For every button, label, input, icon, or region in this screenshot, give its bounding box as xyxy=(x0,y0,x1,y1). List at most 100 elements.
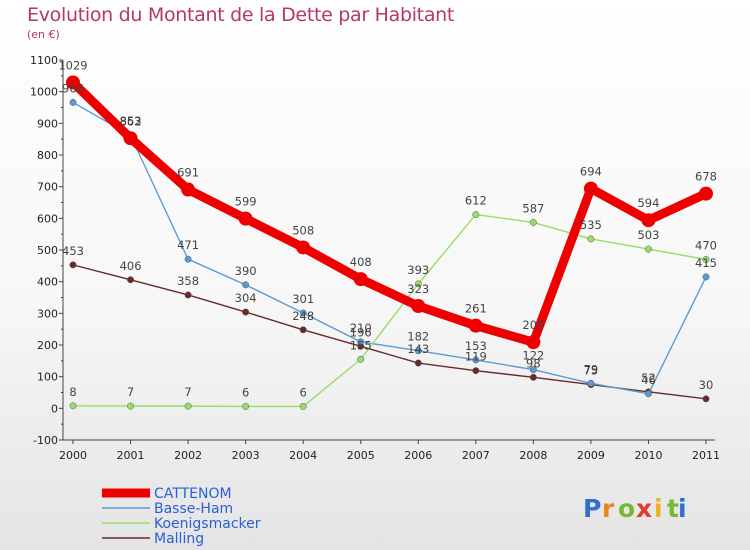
data-label-basse-ham: 471 xyxy=(177,238,199,252)
data-point-basse-ham xyxy=(702,273,710,281)
data-point-cattenom xyxy=(411,299,426,314)
data-label-basse-ham: 415 xyxy=(695,256,717,270)
data-point-cattenom xyxy=(353,272,368,287)
data-label-koenigsmacker: 393 xyxy=(407,263,429,277)
x-tick-label: 2000 xyxy=(59,449,87,462)
data-point-basse-ham xyxy=(414,347,422,355)
data-label-cattenom: 594 xyxy=(637,196,659,210)
data-label-cattenom: 323 xyxy=(407,282,429,296)
data-label-malling: 358 xyxy=(177,274,199,288)
data-label-koenigsmacker: 155 xyxy=(350,338,372,352)
data-point-koenigsmacker xyxy=(69,402,77,410)
data-point-koenigsmacker xyxy=(127,402,134,410)
data-label-basse-ham: 122 xyxy=(522,349,544,363)
data-point-basse-ham xyxy=(587,379,595,387)
data-label-basse-ham: 862 xyxy=(120,114,142,128)
data-label-malling: 52 xyxy=(641,371,656,385)
data-point-basse-ham xyxy=(357,338,365,346)
chart-series xyxy=(66,75,713,410)
legend-label-malling: Malling xyxy=(154,531,204,547)
data-point-cattenom xyxy=(238,211,253,226)
series-line-koenigsmacker xyxy=(72,213,707,408)
data-label-malling: 143 xyxy=(407,342,429,356)
y-tick-label: 900 xyxy=(37,117,58,130)
data-point-malling xyxy=(69,261,77,269)
data-label-cattenom: 599 xyxy=(235,195,257,209)
y-tick-label: 100 xyxy=(37,371,58,384)
data-label-koenigsmacker: 503 xyxy=(637,228,659,242)
data-point-cattenom xyxy=(468,318,483,333)
data-point-basse-ham xyxy=(645,390,652,398)
brand-letter: o xyxy=(618,494,635,523)
data-point-malling xyxy=(529,373,537,381)
data-point-koenigsmacker xyxy=(587,235,595,243)
data-point-basse-ham xyxy=(472,356,480,364)
data-point-koenigsmacker xyxy=(414,280,422,288)
brand-letter: t xyxy=(667,494,679,523)
y-tick-label: 500 xyxy=(37,244,58,257)
data-label-malling: 248 xyxy=(292,309,314,323)
data-point-koenigsmacker xyxy=(299,402,307,410)
data-point-cattenom xyxy=(66,75,80,90)
y-tick-label: 1000 xyxy=(30,86,58,99)
data-point-koenigsmacker xyxy=(702,256,710,263)
data-label-basse-ham: 182 xyxy=(407,330,429,344)
data-label-basse-ham: 79 xyxy=(584,362,599,376)
data-label-cattenom: 694 xyxy=(580,165,602,179)
data-label-malling: 30 xyxy=(699,378,714,392)
y-tick-label: 200 xyxy=(37,339,58,352)
y-tick-label: -100 xyxy=(33,434,58,447)
y-tick-label: 300 xyxy=(37,307,58,320)
data-label-cattenom: 853 xyxy=(120,114,142,128)
data-point-basse-ham xyxy=(529,366,537,374)
series-line-cattenom xyxy=(68,77,711,347)
brand-letter: i xyxy=(678,494,687,523)
data-label-koenigsmacker: 6 xyxy=(300,385,307,399)
data-point-koenigsmacker xyxy=(472,211,480,218)
data-point-cattenom xyxy=(296,240,311,255)
chart-axes: -100 0 100 200 300 400 500 600 700 800 900 1000 1100… xyxy=(30,54,720,462)
data-label-malling: 304 xyxy=(235,291,257,305)
x-tick-label: 2011 xyxy=(692,449,720,462)
data-label-koenigsmacker: 6 xyxy=(242,385,249,399)
y-tick-label: 700 xyxy=(37,181,58,194)
data-label-koenigsmacker: 612 xyxy=(465,194,487,208)
x-tick-label: 2008 xyxy=(519,449,547,462)
data-label-malling: 75 xyxy=(584,364,599,378)
data-label-koenigsmacker: 7 xyxy=(184,385,191,399)
legend-label-basse-ham: Basse-Ham xyxy=(154,501,233,517)
x-tick-label: 2007 xyxy=(462,449,490,462)
data-label-cattenom: 691 xyxy=(177,166,199,180)
data-point-malling xyxy=(242,308,250,316)
data-label-malling: 453 xyxy=(62,244,84,258)
data-label-cattenom: 261 xyxy=(465,302,487,316)
x-tick-label: 2001 xyxy=(117,449,145,462)
data-label-koenigsmacker: 7 xyxy=(127,385,134,399)
data-label-basse-ham: 301 xyxy=(292,292,314,306)
data-label-malling: 98 xyxy=(526,356,541,370)
chart-subtitle: (en €) xyxy=(27,28,60,41)
data-label-koenigsmacker: 8 xyxy=(69,385,76,399)
y-tick-label: 600 xyxy=(37,212,58,225)
data-point-koenigsmacker xyxy=(645,245,652,253)
data-point-cattenom xyxy=(641,213,656,228)
brand-letter: P xyxy=(583,494,601,523)
data-point-malling xyxy=(184,291,192,299)
data-label-koenigsmacker: 535 xyxy=(580,218,602,232)
data-label-basse-ham: 153 xyxy=(465,339,487,353)
x-tick-label: 2009 xyxy=(577,449,605,462)
data-label-basse-ham: 966 xyxy=(62,81,84,95)
data-point-koenigsmacker xyxy=(242,402,250,410)
data-point-cattenom xyxy=(699,186,713,201)
chart-data-labels: 453 406 358 304 248 196 143 119 98 75 52 30 966 862 47… xyxy=(58,58,717,399)
data-point-cattenom xyxy=(123,131,138,146)
data-label-basse-ham: 210 xyxy=(350,321,372,335)
data-label-malling: 406 xyxy=(120,259,142,273)
data-point-malling xyxy=(127,276,134,284)
data-label-basse-ham: 46 xyxy=(641,373,656,387)
data-label-cattenom: 408 xyxy=(350,255,372,269)
x-tick-label: 2010 xyxy=(634,449,662,462)
data-label-cattenom: 508 xyxy=(292,223,314,237)
